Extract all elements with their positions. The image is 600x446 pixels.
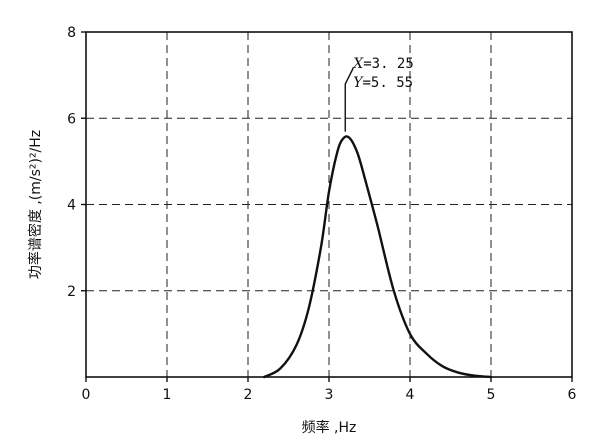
peak-x-value: =3. 25 bbox=[363, 56, 414, 72]
x-tick-label-2: 2 bbox=[244, 387, 253, 403]
peak-y-letter: Y bbox=[353, 75, 364, 91]
grid-lines bbox=[86, 32, 572, 377]
y-tick-label-2: 2 bbox=[67, 284, 76, 300]
y-tick-label-6: 6 bbox=[67, 111, 76, 127]
psd-curve bbox=[263, 135, 493, 379]
x-tick-label-6: 6 bbox=[568, 387, 577, 403]
x-tick-label-4: 4 bbox=[406, 387, 415, 403]
peak-annotation: X=3. 25 Y=5. 55 bbox=[344, 56, 414, 132]
y-tick-label-4: 4 bbox=[67, 198, 76, 214]
x-tick-label-5: 5 bbox=[487, 387, 496, 403]
peak-leader-line bbox=[344, 67, 354, 132]
x-tick-label-1: 1 bbox=[163, 387, 172, 403]
peak-y-readout: Y=5. 55 bbox=[353, 75, 413, 91]
x-tick-labels: 0 1 2 3 4 5 6 bbox=[82, 387, 577, 403]
peak-x-letter: X bbox=[352, 56, 364, 72]
x-tick-label-0: 0 bbox=[82, 387, 91, 403]
y-axis-title: 功率谱密度 ,(m/s²)²/Hz bbox=[27, 130, 44, 279]
peak-y-value: =5. 55 bbox=[363, 75, 414, 91]
y-tick-labels: 2 4 6 8 bbox=[67, 25, 76, 300]
peak-x-readout: X=3. 25 bbox=[352, 56, 414, 72]
x-axis-title: 频率 ,Hz bbox=[302, 419, 357, 436]
y-tick-label-8: 8 bbox=[67, 25, 76, 41]
x-tick-label-3: 3 bbox=[325, 387, 334, 403]
